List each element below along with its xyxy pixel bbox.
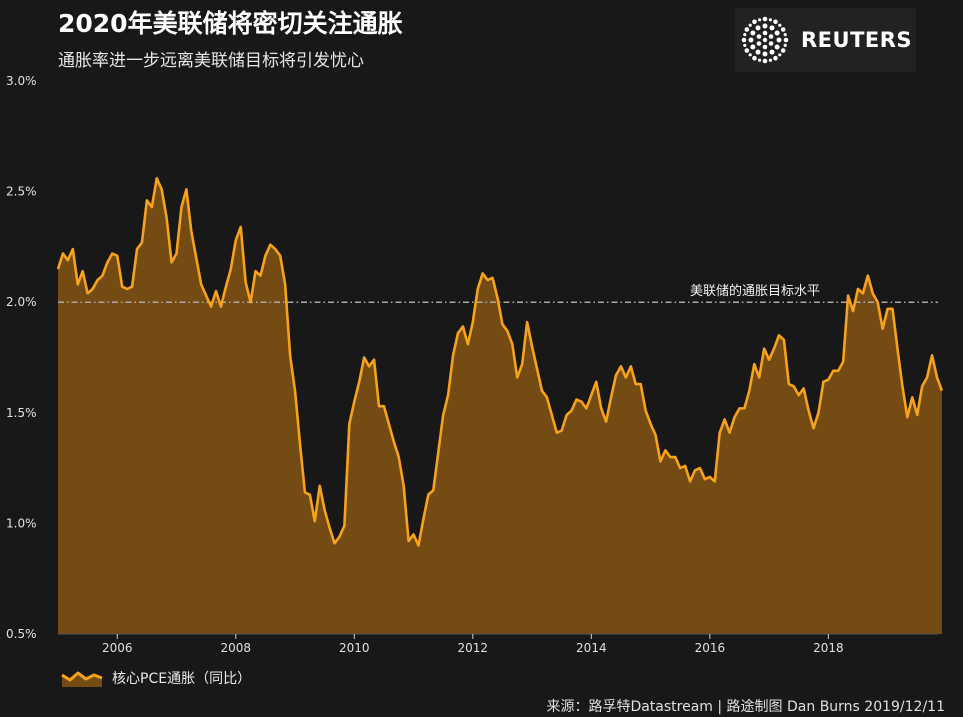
x-tick-label-1: 2008 [221, 641, 252, 655]
y-tick-label-4: 2.5% [6, 185, 37, 199]
y-tick-label-1: 1.0% [6, 516, 37, 530]
x-tick-label-6: 2018 [813, 641, 844, 655]
chart-title: 2020年美联储将密切关注通胀 [58, 9, 403, 38]
fed-target-label: 美联储的通胀目标水平 [690, 283, 820, 299]
y-tick-label-2: 1.5% [6, 406, 37, 420]
legend: 核心PCE通胀（同比） [60, 668, 251, 688]
x-tick-label-2: 2010 [339, 641, 370, 655]
x-tick-label-0: 2006 [102, 641, 133, 655]
y-tick-label-0: 0.5% [6, 627, 37, 641]
y-tick-label-3: 2.0% [6, 295, 37, 309]
chart-subtitle: 通胀率进一步远离美联储目标将引发忧心 [58, 51, 364, 71]
x-tick-label-5: 2016 [695, 641, 726, 655]
series-area-fill [58, 178, 942, 634]
source-note: 来源：路孚特Datastream | 路途制图 Dan Burns 2019/1… [546, 699, 945, 715]
x-axis: 2006 2008 2010 2012 2014 2016 2018 [102, 634, 844, 655]
x-tick-label-3: 2012 [458, 641, 489, 655]
y-axis: 0.5% 1.0% 1.5% 2.0% 2.5% 3.0% [6, 74, 37, 641]
reuters-logo: REUTERS [735, 8, 916, 72]
y-tick-label-5: 3.0% [6, 74, 37, 88]
reuters-logo-text: REUTERS [801, 28, 913, 52]
legend-swatch-icon [61, 671, 103, 687]
legend-label: 核心PCE通胀（同比） [112, 671, 252, 687]
reuters-dot-logo-icon [741, 16, 789, 64]
x-tick-label-4: 2014 [576, 641, 607, 655]
series-line [56, 177, 944, 547]
